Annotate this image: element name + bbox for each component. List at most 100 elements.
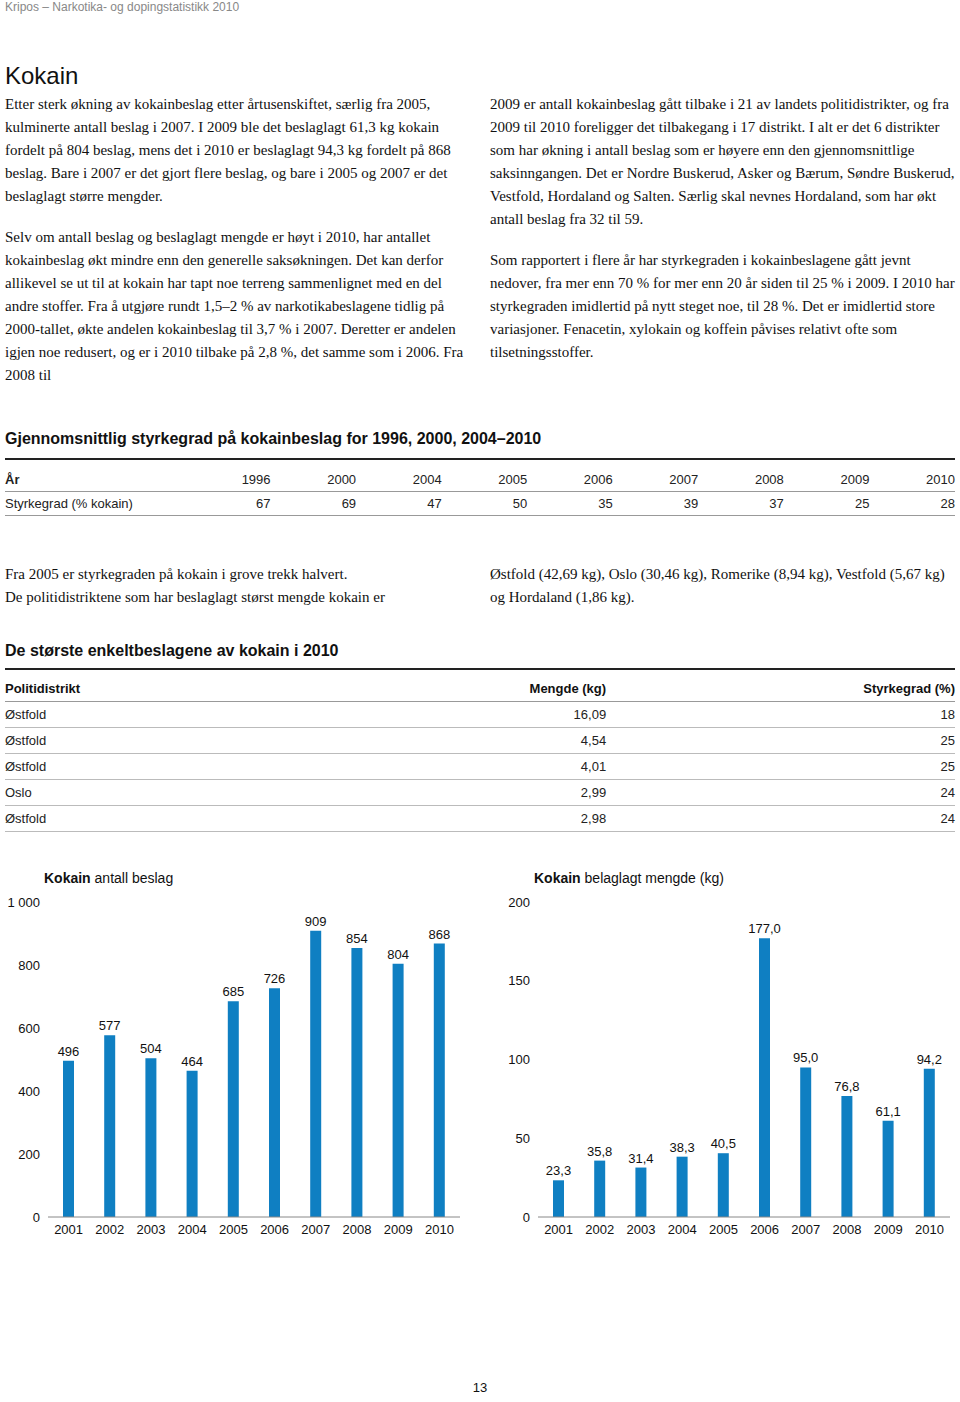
svg-text:94,2: 94,2 <box>917 1052 942 1067</box>
svg-text:2009: 2009 <box>384 1222 413 1237</box>
html-text:Oslo: Oslo <box>5 785 32 800</box>
html-text:Etter sterk økning av kokainbe: Etter sterk økning av kokainbeslag etter… <box>5 96 451 204</box>
html-text:25: 25 <box>854 496 870 511</box>
html-text:Mengde (kg): Mengde (kg) <box>529 681 607 696</box>
html-text:2,98: 2,98 <box>580 811 607 826</box>
svg-text:23,3: 23,3 <box>546 1163 571 1178</box>
html-text:Styrkegrad (%): Styrkegrad (%) <box>863 681 955 696</box>
html-text:2009 er antall kokainbeslag gå: 2009 er antall kokainbeslag gått tilbake… <box>490 96 955 227</box>
html-text:28: 28 <box>940 496 955 511</box>
html-text:Østfold (42,69 kg), Oslo (30,4: Østfold (42,69 kg), Oslo (30,46 kg), Rom… <box>490 566 945 605</box>
html-text:4,01: 4,01 <box>580 759 607 774</box>
html-text:35: 35 <box>598 496 613 511</box>
html-text:4,54: 4,54 <box>580 733 607 748</box>
html-text:18: 18 <box>940 707 955 722</box>
html-text:2000: 2000 <box>327 472 357 487</box>
svg-text:2010: 2010 <box>915 1222 944 1237</box>
svg-text:76,8: 76,8 <box>834 1079 859 1094</box>
html-text:Østfold: Østfold <box>5 707 47 722</box>
svg-text:400: 400 <box>18 1084 40 1099</box>
html-text:Kokain: Kokain <box>5 62 79 89</box>
svg-text:200: 200 <box>18 1147 40 1162</box>
svg-text:177,0: 177,0 <box>748 921 781 936</box>
html-text:16,09: 16,09 <box>573 707 607 722</box>
html-text:1996: 1996 <box>241 472 271 487</box>
html-text:2,99: 2,99 <box>580 785 607 800</box>
svg-text:61,1: 61,1 <box>875 1104 900 1119</box>
html-text:Kokain belaglagt mengde (kg): Kokain belaglagt mengde (kg) <box>534 870 724 886</box>
svg-text:2003: 2003 <box>627 1222 656 1237</box>
svg-text:804: 804 <box>387 947 409 962</box>
svg-text:40,5: 40,5 <box>711 1136 736 1151</box>
html-text:Gjennomsnittlig styrkegrad på: Gjennomsnittlig styrkegrad på kokainbesl… <box>5 430 542 447</box>
html-text:39: 39 <box>683 496 699 511</box>
html-text:Selv om antall beslag og besla: Selv om antall beslag og beslaglagt meng… <box>5 229 464 383</box>
svg-text:2007: 2007 <box>301 1222 330 1237</box>
html-text:Styrkegrad (% kokain): Styrkegrad (% kokain) <box>5 496 133 511</box>
svg-text:1 000: 1 000 <box>8 895 40 910</box>
html-text:Østfold: Østfold <box>5 733 47 748</box>
svg-text:0: 0 <box>33 1210 40 1225</box>
html-text:De største enkeltbeslagene av: De største enkeltbeslagene av kokain i 2… <box>5 642 339 659</box>
svg-text:2008: 2008 <box>833 1222 862 1237</box>
svg-text:31,4: 31,4 <box>628 1151 653 1166</box>
html-text:67: 67 <box>256 496 271 511</box>
svg-text:504: 504 <box>140 1041 162 1056</box>
svg-text:600: 600 <box>18 1021 40 1036</box>
svg-text:464: 464 <box>181 1054 203 1069</box>
svg-text:100: 100 <box>508 1052 530 1067</box>
html-text:37: 37 <box>769 496 784 511</box>
svg-text:726: 726 <box>264 971 286 986</box>
svg-text:2004: 2004 <box>668 1222 697 1237</box>
html-text:47: 47 <box>427 496 442 511</box>
html-text:Fra 2005 er styrkegraden på ko: Fra 2005 er styrkegraden på kokain i gro… <box>5 566 348 582</box>
svg-text:496: 496 <box>58 1044 80 1059</box>
svg-text:685: 685 <box>222 984 244 999</box>
html-text:År: År <box>5 472 20 487</box>
svg-text:2007: 2007 <box>791 1222 820 1237</box>
html-text:2009: 2009 <box>840 472 870 487</box>
svg-text:2008: 2008 <box>343 1222 372 1237</box>
html-text:2010: 2010 <box>926 472 955 487</box>
svg-text:2005: 2005 <box>219 1222 248 1237</box>
svg-text:2005: 2005 <box>709 1222 738 1237</box>
svg-text:38,3: 38,3 <box>669 1140 694 1155</box>
svg-text:2006: 2006 <box>260 1222 289 1237</box>
svg-text:95,0: 95,0 <box>793 1050 818 1065</box>
html-text:69: 69 <box>341 496 357 511</box>
html-text:2008: 2008 <box>754 472 784 487</box>
svg-text:2002: 2002 <box>95 1222 124 1237</box>
html-text:Kokain antall beslag: Kokain antall beslag <box>44 870 174 886</box>
html-text:24: 24 <box>940 785 955 800</box>
html-text:50: 50 <box>512 496 528 511</box>
svg-text:2004: 2004 <box>178 1222 207 1237</box>
svg-text:577: 577 <box>99 1018 121 1033</box>
html-text:De politidistriktene som har b: De politidistriktene som har beslaglagt … <box>5 589 385 605</box>
svg-text:909: 909 <box>305 914 327 929</box>
svg-text:854: 854 <box>346 931 368 946</box>
html-text:Som rapportert i flere år har: Som rapportert i flere år har styrkegrad… <box>490 252 955 360</box>
svg-text:50: 50 <box>516 1131 530 1146</box>
html-text:2007: 2007 <box>669 472 699 487</box>
html-text:Østfold: Østfold <box>5 759 47 774</box>
html-text:25: 25 <box>940 733 955 748</box>
svg-text:2006: 2006 <box>750 1222 779 1237</box>
svg-text:868: 868 <box>428 927 450 942</box>
svg-text:2009: 2009 <box>874 1222 903 1237</box>
svg-text:0: 0 <box>523 1210 530 1225</box>
html-text:Østfold: Østfold <box>5 811 47 826</box>
svg-text:2001: 2001 <box>54 1222 83 1237</box>
html-text:2004: 2004 <box>412 472 442 487</box>
html-text:25: 25 <box>940 759 955 774</box>
svg-text:35,8: 35,8 <box>587 1144 612 1159</box>
svg-text:2003: 2003 <box>137 1222 166 1237</box>
html-text:2005: 2005 <box>498 472 528 487</box>
svg-text:800: 800 <box>18 958 40 973</box>
html-text:Politidistrikt: Politidistrikt <box>5 681 81 696</box>
svg-text:2002: 2002 <box>585 1222 614 1237</box>
svg-text:2001: 2001 <box>544 1222 573 1237</box>
svg-text:200: 200 <box>508 895 530 910</box>
svg-text:150: 150 <box>508 973 530 988</box>
svg-text:2010: 2010 <box>425 1222 454 1237</box>
html-text:2006: 2006 <box>583 472 613 487</box>
